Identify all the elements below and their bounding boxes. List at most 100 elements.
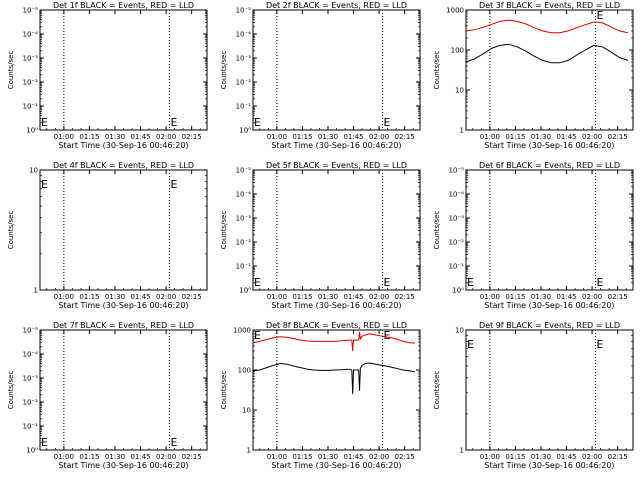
e-marker-2: E	[597, 276, 604, 289]
plot-frame	[252, 169, 421, 291]
x-tick-label: 01:15	[79, 453, 99, 461]
e-marker-1: E	[467, 338, 474, 351]
x-tick-label: 01:15	[505, 293, 525, 301]
x-axis-label: Start Time (30-Sep-16 00:46:20)	[271, 461, 401, 470]
y-tick-label: 10⁻³	[236, 215, 252, 223]
x-tick-label: 02:00	[156, 453, 176, 461]
chart-title: Det 5f BLACK = Events, RED = LLD	[266, 161, 407, 170]
x-tick-label: 01:00	[54, 453, 74, 461]
x-tick-label: 02:00	[582, 293, 602, 301]
y-axis-label: Counts/sec	[220, 51, 228, 90]
x-axis-label: Start Time (30-Sep-16 00:46:20)	[484, 461, 614, 470]
y-tick-label: 1000	[233, 327, 251, 335]
chart-panel-6: Det 6f BLACK = Events, RED = LLD 10⁰ 10⁻¹ 1…	[433, 161, 634, 310]
x-tick-label: 02:15	[608, 453, 628, 461]
x-axis-label: Start Time (30-Sep-16 00:46:20)	[271, 141, 401, 150]
series-line-events	[252, 362, 415, 395]
y-tick-label: 10⁻³	[23, 375, 39, 383]
plot-frame	[252, 9, 421, 131]
y-axis-label: Counts/sec	[220, 371, 228, 410]
plot-frame	[465, 329, 634, 451]
y-tick-label: 1	[247, 447, 251, 455]
y-tick-label: 10⁻⁵	[23, 327, 39, 335]
x-tick-label: 01:30	[531, 293, 551, 301]
x-tick-label: 02:00	[156, 293, 176, 301]
x-tick-label: 02:15	[395, 453, 415, 461]
y-tick-label: 10	[455, 87, 464, 95]
y-tick-label: 10⁰	[239, 287, 251, 295]
y-tick-label: 10	[242, 407, 251, 415]
x-axis-label: Start Time (30-Sep-16 00:46:20)	[58, 461, 188, 470]
x-tick-label: 01:00	[267, 453, 287, 461]
y-tick-label: 100	[238, 367, 251, 375]
y-tick-label: 10⁻⁵	[236, 167, 252, 175]
e-marker-1: E	[254, 329, 261, 342]
e-marker-2: E	[384, 116, 391, 129]
plot-frame	[465, 9, 634, 131]
x-tick-label: 01:45	[130, 293, 150, 301]
chart-panel-2: Det 2f BLACK = Events, RED = LLD 10⁰ 10⁻¹ 1…	[220, 1, 421, 150]
x-tick-label: 01:30	[531, 133, 551, 141]
chart-panel-5: Det 5f BLACK = Events, RED = LLD 10⁰ 10⁻¹ 1…	[220, 161, 421, 310]
chart-title: Det 7f BLACK = Events, RED = LLD	[53, 321, 194, 330]
e-marker-1: E	[467, 276, 474, 289]
e-marker-2: E	[384, 276, 391, 289]
x-tick-label: 01:30	[531, 453, 551, 461]
y-axis-label: Counts/sec	[7, 211, 15, 250]
x-tick-label: 02:00	[582, 133, 602, 141]
x-tick-label: 01:30	[105, 133, 125, 141]
x-tick-label: 01:15	[292, 453, 312, 461]
x-tick-label: 01:00	[267, 293, 287, 301]
chart-title: Det 1f BLACK = Events, RED = LLD	[53, 1, 194, 10]
y-tick-label: 10⁰	[239, 127, 251, 135]
plot-frame	[39, 169, 208, 291]
y-axis-label: Counts/sec	[433, 211, 441, 250]
e-marker-1: E	[254, 276, 261, 289]
x-tick-label: 01:45	[556, 133, 576, 141]
x-tick-label: 01:45	[343, 293, 363, 301]
x-tick-label: 02:15	[395, 293, 415, 301]
x-axis-label: Start Time (30-Sep-16 00:46:20)	[271, 301, 401, 310]
x-tick-label: 01:15	[505, 133, 525, 141]
x-tick-label: 02:15	[182, 453, 202, 461]
chart-title: Det 6f BLACK = Events, RED = LLD	[479, 161, 620, 170]
y-tick-label: 10⁻⁵	[23, 7, 39, 15]
x-tick-label: 01:45	[130, 453, 150, 461]
e-marker-2: E	[171, 116, 178, 129]
y-tick-label: 10⁰	[26, 447, 38, 455]
chart-title: Det 4f BLACK = Events, RED = LLD	[53, 161, 194, 170]
y-tick-label: 1	[460, 447, 464, 455]
x-axis-label: Start Time (30-Sep-16 00:46:20)	[58, 141, 188, 150]
x-tick-label: 01:30	[105, 453, 125, 461]
x-tick-label: 02:00	[582, 453, 602, 461]
x-axis-label: Start Time (30-Sep-16 00:46:20)	[58, 301, 188, 310]
y-tick-label: 1	[34, 287, 38, 295]
x-tick-label: 01:00	[54, 293, 74, 301]
e-marker-1: E	[597, 9, 604, 22]
y-tick-label: 10⁻⁴	[236, 31, 252, 39]
plot-frame	[39, 9, 208, 131]
y-axis-label: Counts/sec	[7, 371, 15, 410]
x-tick-label: 01:00	[480, 293, 500, 301]
y-axis-label: Counts/sec	[220, 211, 228, 250]
e-marker-2: E	[171, 436, 178, 449]
chart-panel-3: Det 3f BLACK = Events, RED = LLD 1 10 100 10…	[433, 1, 634, 150]
x-tick-label: 02:00	[369, 453, 389, 461]
e-marker-1: E	[41, 178, 48, 191]
plot-frame	[465, 169, 634, 291]
y-tick-label: 10⁻⁵	[236, 7, 252, 15]
x-axis-label: Start Time (30-Sep-16 00:46:20)	[484, 301, 614, 310]
y-tick-label: 10⁻³	[23, 55, 39, 63]
x-tick-label: 01:00	[480, 133, 500, 141]
y-axis-label: Counts/sec	[7, 51, 15, 90]
y-tick-label: 10⁻⁴	[236, 191, 252, 199]
y-tick-label: 10⁻¹	[449, 263, 465, 271]
x-tick-label: 01:45	[556, 453, 576, 461]
x-tick-label: 01:15	[505, 453, 525, 461]
y-tick-label: 10⁻³	[449, 215, 465, 223]
y-tick-label: 10⁻⁴	[23, 31, 39, 39]
chart-title: Det 2f BLACK = Events, RED = LLD	[266, 1, 407, 10]
y-tick-label: 10⁻¹	[236, 263, 252, 271]
y-tick-label: 1000	[446, 7, 464, 15]
